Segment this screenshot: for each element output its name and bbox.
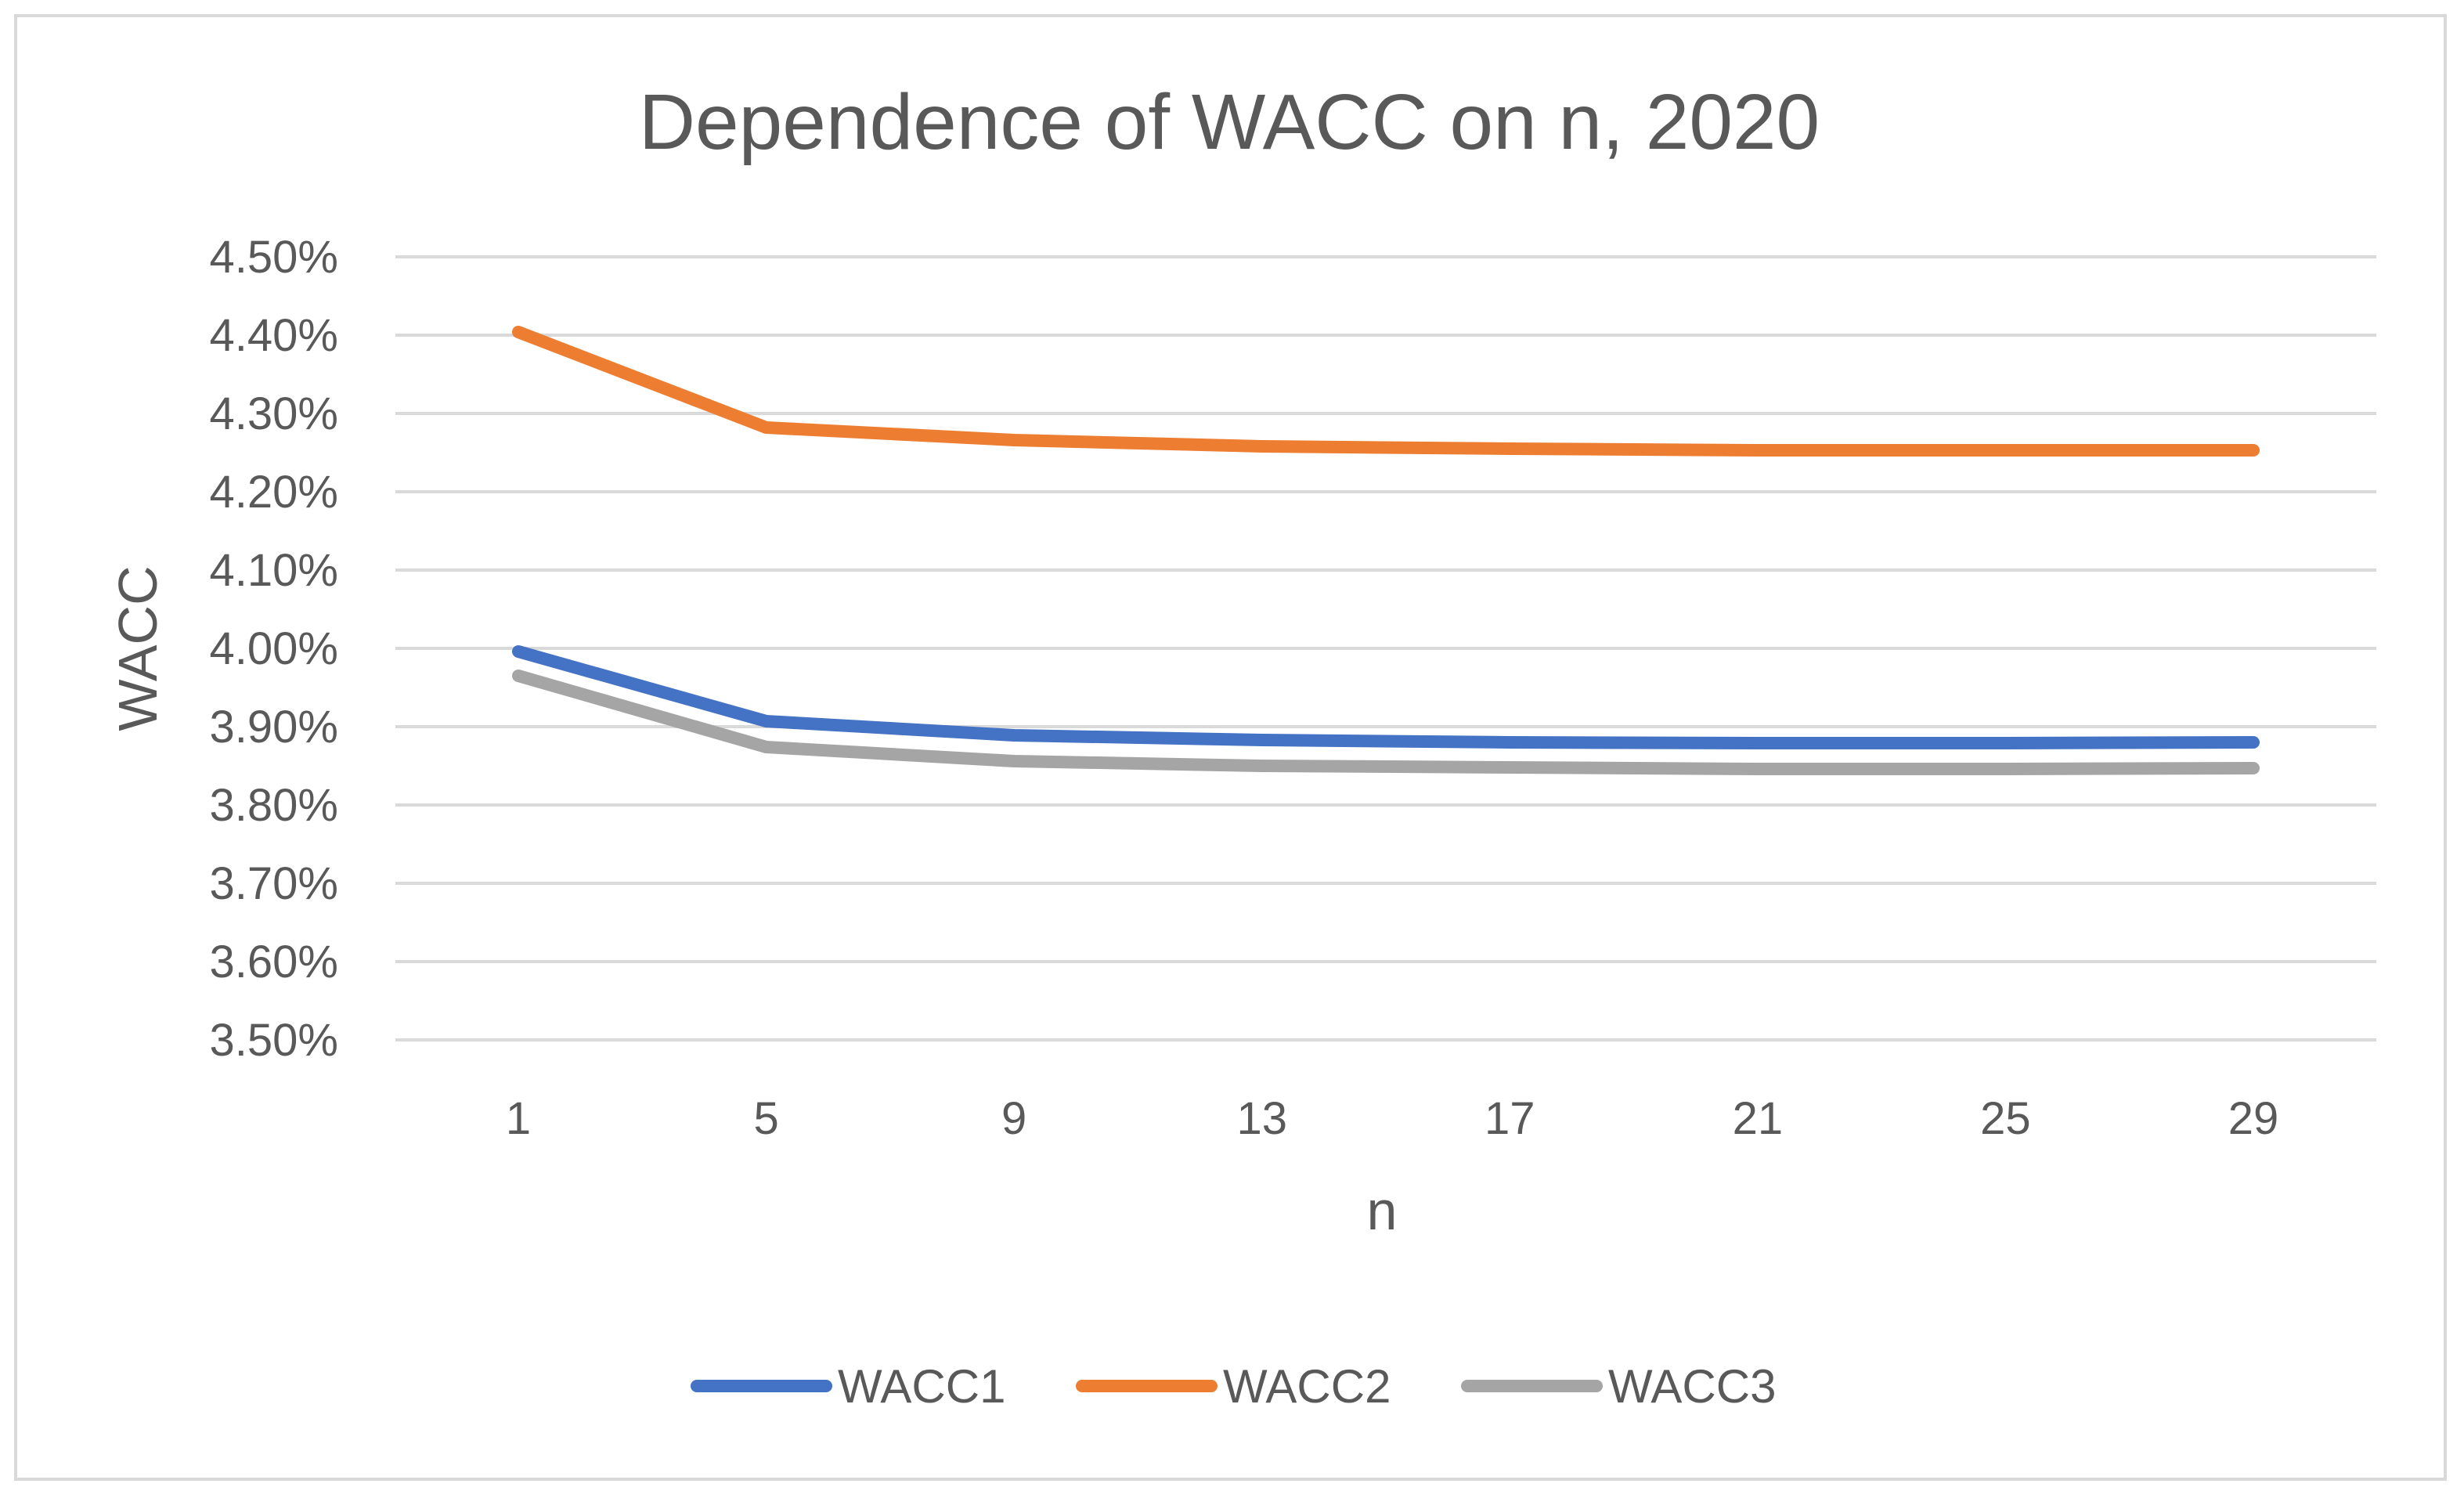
x-axis-tick-labels: 1 5 9 13 17 21 25 29 <box>506 1093 2278 1144</box>
y-tick-label: 4.10% <box>210 545 338 596</box>
y-tick-label: 3.50% <box>210 1015 338 1066</box>
y-tick-label: 4.30% <box>210 388 338 439</box>
series-line-wacc3 <box>512 670 2260 775</box>
x-tick-label: 25 <box>1980 1093 2031 1144</box>
legend: WACC1 WACC2 WACC3 <box>691 1360 1776 1413</box>
x-tick-label: 13 <box>1236 1093 1287 1144</box>
y-tick-label: 4.50% <box>210 232 338 283</box>
x-tick-label: 21 <box>1733 1093 1784 1144</box>
x-tick-label: 9 <box>1001 1093 1026 1144</box>
y-tick-label: 4.20% <box>210 467 338 518</box>
y-tick-label: 4.00% <box>210 623 338 674</box>
x-axis-title: n <box>1367 1180 1398 1241</box>
y-tick-label: 4.40% <box>210 310 338 361</box>
legend-label: WACC2 <box>1223 1360 1391 1413</box>
legend-item-wacc3[interactable]: WACC3 <box>1461 1360 1776 1413</box>
x-tick-label: 5 <box>753 1093 778 1144</box>
legend-label: WACC3 <box>1608 1360 1776 1413</box>
legend-item-wacc1[interactable]: WACC1 <box>691 1360 1005 1413</box>
x-tick-label: 17 <box>1485 1093 1535 1144</box>
y-tick-label: 3.90% <box>210 702 338 753</box>
y-tick-label: 3.80% <box>210 780 338 831</box>
chart-title: Dependence of WACC on n, 2020 <box>639 78 1820 166</box>
legend-label: WACC1 <box>838 1360 1005 1413</box>
gridlines <box>395 255 2376 1041</box>
x-tick-label: 1 <box>506 1093 531 1144</box>
x-tick-label: 29 <box>2228 1093 2279 1144</box>
y-axis-tick-labels: 3.50% 3.60% 3.70% 3.80% 3.90% 4.00% 4.10% 4.20%… <box>210 232 338 1066</box>
y-axis-title: WACC <box>107 565 168 731</box>
y-tick-label: 3.70% <box>210 858 338 909</box>
series-lines <box>512 326 2260 775</box>
series-line-wacc1 <box>512 645 2260 749</box>
series-line-wacc2 <box>512 326 2260 457</box>
y-tick-label: 3.60% <box>210 937 338 987</box>
legend-item-wacc2[interactable]: WACC2 <box>1076 1360 1391 1413</box>
